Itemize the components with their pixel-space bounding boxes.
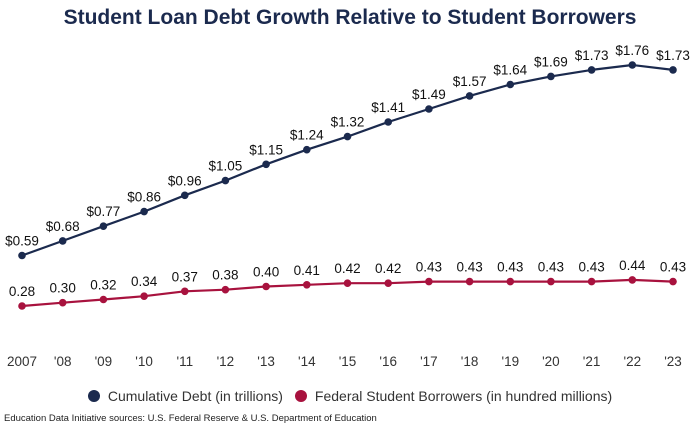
data-label-borrowers: 0.43 [660, 260, 686, 275]
x-tick-label: '17 [420, 354, 438, 369]
data-point-debt [18, 251, 26, 260]
data-point-debt [99, 222, 108, 230]
data-point-borrowers [262, 282, 270, 291]
series-points [18, 61, 677, 310]
x-tick-label: '20 [542, 354, 560, 369]
data-label-borrowers: 0.32 [90, 278, 116, 293]
data-point-debt [587, 66, 596, 74]
data-label-debt: $1.41 [371, 100, 405, 115]
x-tick-label: '23 [664, 354, 682, 369]
data-label-debt: $1.76 [615, 43, 649, 58]
chart-title: Student Loan Debt Growth Relative to Stu… [63, 6, 637, 29]
data-label-debt: $1.49 [412, 87, 446, 102]
x-tick-label: '15 [339, 354, 357, 369]
data-label-borrowers: 0.38 [212, 268, 238, 283]
data-point-debt [181, 191, 189, 200]
x-tick-label: '16 [379, 354, 397, 369]
data-label-borrowers: 0.44 [619, 258, 646, 273]
x-tick-label: '19 [502, 354, 520, 369]
data-label-debt: $1.15 [249, 142, 283, 157]
x-tick-label: '21 [583, 354, 601, 369]
data-label-borrowers: 0.42 [334, 261, 360, 276]
data-label-debt: $1.69 [534, 54, 568, 69]
data-label-borrowers: 0.28 [9, 284, 35, 299]
data-point-debt [425, 105, 433, 113]
data-point-borrowers [303, 281, 311, 289]
x-tick-label: '12 [217, 354, 235, 369]
data-label-debt: $1.05 [209, 159, 243, 174]
data-point-borrowers [343, 279, 352, 288]
data-label-borrowers: 0.37 [172, 269, 198, 284]
x-tick-label: '11 [177, 354, 194, 369]
data-point-borrowers [587, 277, 596, 286]
data-point-borrowers [99, 295, 108, 304]
x-tick-label: '22 [624, 354, 642, 369]
data-point-debt [628, 61, 637, 69]
data-point-borrowers [18, 302, 26, 310]
data-point-borrowers [181, 287, 189, 296]
data-label-borrowers: 0.43 [578, 260, 604, 275]
source-note: Education Data Initiative sources: U.S. … [4, 413, 377, 424]
data-label-debt: $1.57 [453, 74, 487, 89]
x-tick-label: 2007 [7, 354, 37, 369]
data-label-debt: $1.73 [656, 48, 690, 63]
data-label-borrowers: 0.43 [497, 260, 523, 275]
legend-item-borrowers: Federal Student Borrowers (in hundred mi… [294, 388, 613, 404]
data-point-borrowers [58, 298, 67, 307]
data-point-borrowers [506, 277, 515, 286]
data-point-debt [506, 80, 515, 89]
data-point-debt [669, 66, 677, 74]
x-tick-label: '14 [298, 354, 316, 369]
data-point-borrowers [140, 292, 148, 301]
data-point-debt [140, 207, 148, 216]
legend-label-borrowers: Federal Student Borrowers (in hundred mi… [314, 388, 613, 404]
data-point-debt [465, 92, 474, 100]
data-point-borrowers [669, 277, 677, 286]
data-label-borrowers: 0.34 [131, 274, 158, 289]
data-label-borrowers: 0.43 [456, 260, 482, 275]
data-label-debt: $1.73 [575, 48, 609, 63]
data-label-debt: $1.32 [331, 115, 365, 130]
data-label-debt: $0.68 [46, 219, 80, 234]
legend-item-debt: Cumulative Debt (in trillions) [87, 388, 283, 404]
legend-marker-debt [87, 390, 100, 402]
data-point-debt [303, 145, 311, 154]
data-label-debt: $1.24 [290, 128, 324, 143]
data-label-debt: $0.96 [168, 173, 202, 188]
data-label-borrowers: 0.43 [416, 260, 442, 275]
data-label-borrowers: 0.30 [50, 281, 76, 296]
series-line-debt [20, 63, 675, 257]
x-tick-label: '13 [257, 354, 275, 369]
data-point-borrowers [221, 285, 230, 294]
x-tick-label: '08 [54, 354, 72, 369]
data-point-debt [343, 132, 352, 141]
legend-marker-borrowers [294, 390, 307, 402]
data-point-borrowers [425, 277, 433, 286]
data-label-debt: $0.59 [5, 234, 39, 249]
data-label-debt: $1.64 [493, 63, 527, 78]
x-tick-label: '09 [95, 354, 113, 369]
data-labels: $0.59 $0.68 $0.77 $0.86 $0.96 $1.05 $1.15 $1.24… [5, 43, 690, 299]
data-point-debt [384, 118, 393, 126]
x-axis-ticks: 2007 '08 '09 '10 '11 '12 '13 '14 '15 '16 '17 '18 '19… [7, 354, 682, 369]
data-label-borrowers: 0.40 [253, 265, 279, 280]
data-point-borrowers [547, 277, 555, 286]
data-point-debt [221, 176, 230, 185]
legend-label-debt: Cumulative Debt (in trillions) [107, 388, 283, 404]
data-label-debt: $0.86 [127, 190, 161, 205]
data-label-borrowers: 0.41 [294, 263, 320, 278]
data-point-borrowers [384, 279, 393, 288]
data-label-borrowers: 0.43 [538, 260, 564, 275]
data-point-borrowers [628, 276, 637, 284]
data-point-debt [58, 237, 67, 245]
data-label-borrowers: 0.42 [375, 261, 401, 276]
legend: Cumulative Debt (in trillions) Federal S… [0, 388, 700, 404]
data-point-debt [547, 72, 555, 81]
x-tick-label: '10 [135, 354, 153, 369]
data-label-debt: $0.77 [87, 204, 121, 219]
data-point-debt [262, 160, 270, 169]
x-tick-label: '18 [461, 354, 479, 369]
data-point-borrowers [465, 277, 474, 286]
